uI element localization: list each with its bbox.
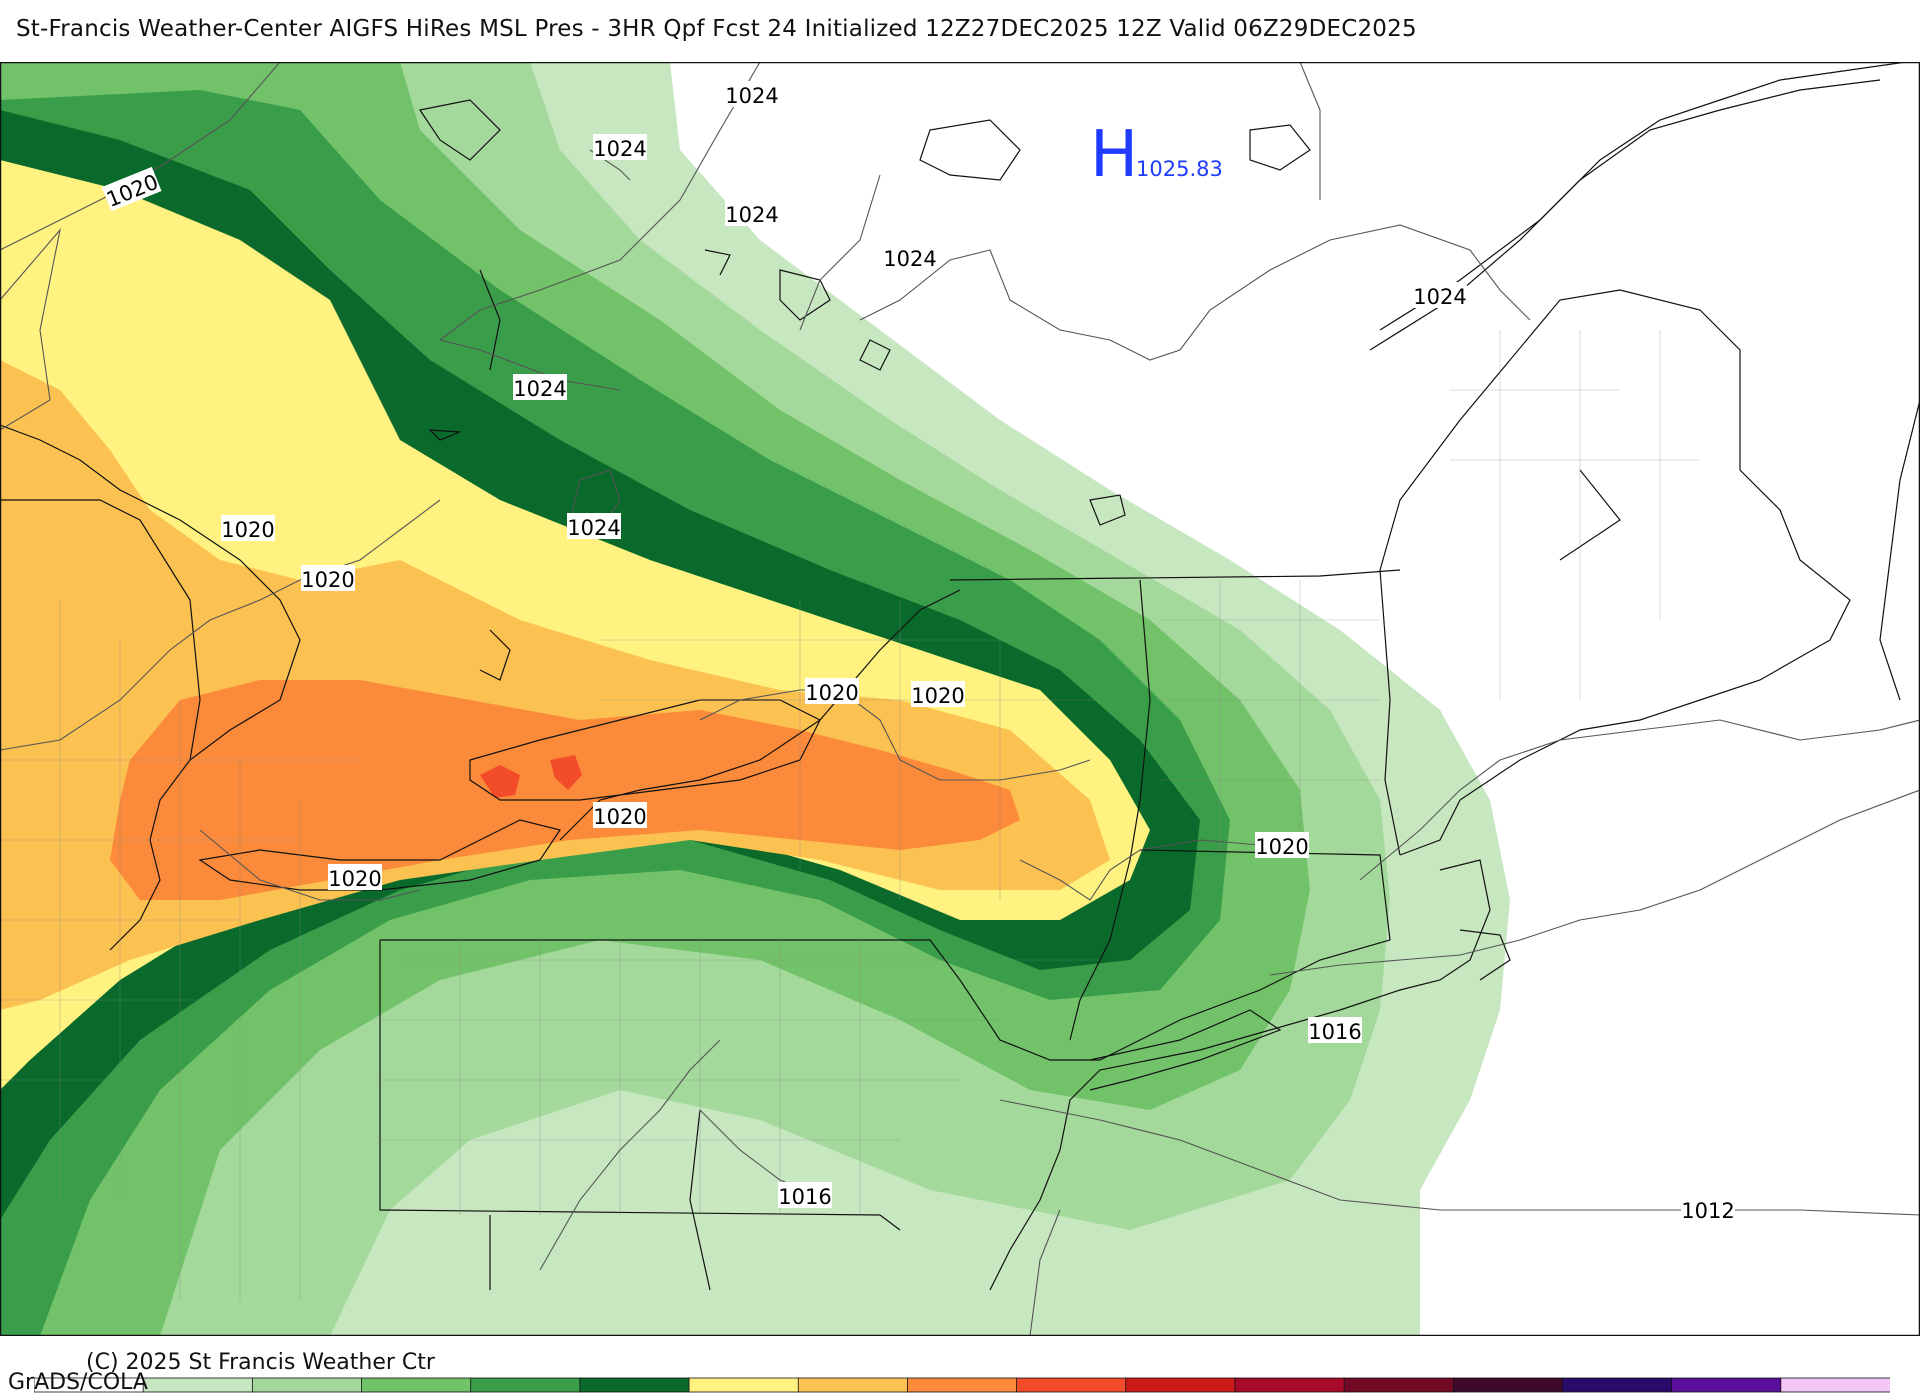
isobar-labels: 1020 1024 1024 1024 1024 1024 1024 1024 … <box>101 81 1735 1223</box>
isobar-label: 1016 <box>778 1185 831 1209</box>
isobar-label: 1024 <box>725 84 778 108</box>
color-bar-swatch <box>142 1377 254 1393</box>
high-pressure-center: H 1025.83 <box>1090 118 1223 192</box>
isobar-label: 1020 <box>805 681 858 705</box>
color-bar-swatch <box>1125 1377 1236 1393</box>
precip-color-bar <box>34 1377 1890 1393</box>
isobar-label: 1020 <box>301 568 354 592</box>
isobars <box>0 62 1920 1336</box>
isobar-label: 1024 <box>725 203 778 227</box>
color-bar-swatch <box>797 1377 909 1393</box>
isobar-label: 1016 <box>1308 1020 1361 1044</box>
isobar-label: 1020 <box>593 805 646 829</box>
color-bar-swatch <box>907 1377 1018 1393</box>
isobar-label: 1020 <box>911 684 964 708</box>
isobar-label: 1012 <box>1681 1199 1734 1223</box>
copyright-text: (C) 2025 St Francis Weather Ctr <box>86 1350 435 1375</box>
color-bar-swatch <box>1562 1377 1673 1393</box>
isobar-label: 1020 <box>1255 835 1308 859</box>
color-bar-swatch <box>251 1377 363 1393</box>
color-bar-swatch <box>1343 1377 1455 1393</box>
precip-band-orange <box>110 680 1020 900</box>
color-bar-swatch <box>470 1377 581 1393</box>
high-pressure-letter: H <box>1090 118 1138 192</box>
isobar-label: 1024 <box>513 377 566 401</box>
high-pressure-value: 1025.83 <box>1136 157 1223 181</box>
isobar-label: 1020 <box>221 518 274 542</box>
color-bar-swatch <box>1671 1377 1782 1393</box>
color-bar-swatch <box>1780 1377 1890 1393</box>
color-bar-swatch <box>1016 1377 1127 1393</box>
color-bar-swatch <box>1452 1377 1564 1393</box>
geographic-borders <box>0 62 1920 1291</box>
forecast-map: 1020 1024 1024 1024 1024 1024 1024 1024 … <box>0 62 1920 1336</box>
color-bar-swatch <box>688 1377 800 1393</box>
isobar-label: 1024 <box>1413 285 1466 309</box>
precip-band-red <box>480 755 582 798</box>
isobar-label: 1024 <box>567 516 620 540</box>
isobar-label-bg <box>101 166 162 212</box>
grads-credit: GrADS/COLA <box>8 1370 148 1395</box>
map-title: St-Francis Weather-Center AIGFS HiRes MS… <box>16 16 1417 42</box>
color-bar-swatch <box>579 1377 690 1393</box>
isobar-label: 1024 <box>883 247 936 271</box>
color-bar-swatch <box>361 1377 472 1393</box>
county-lines <box>0 330 1700 1300</box>
isobar-label: 1020 <box>328 867 381 891</box>
isobar-label: 1024 <box>593 137 646 161</box>
color-bar-swatch <box>1234 1377 1346 1393</box>
